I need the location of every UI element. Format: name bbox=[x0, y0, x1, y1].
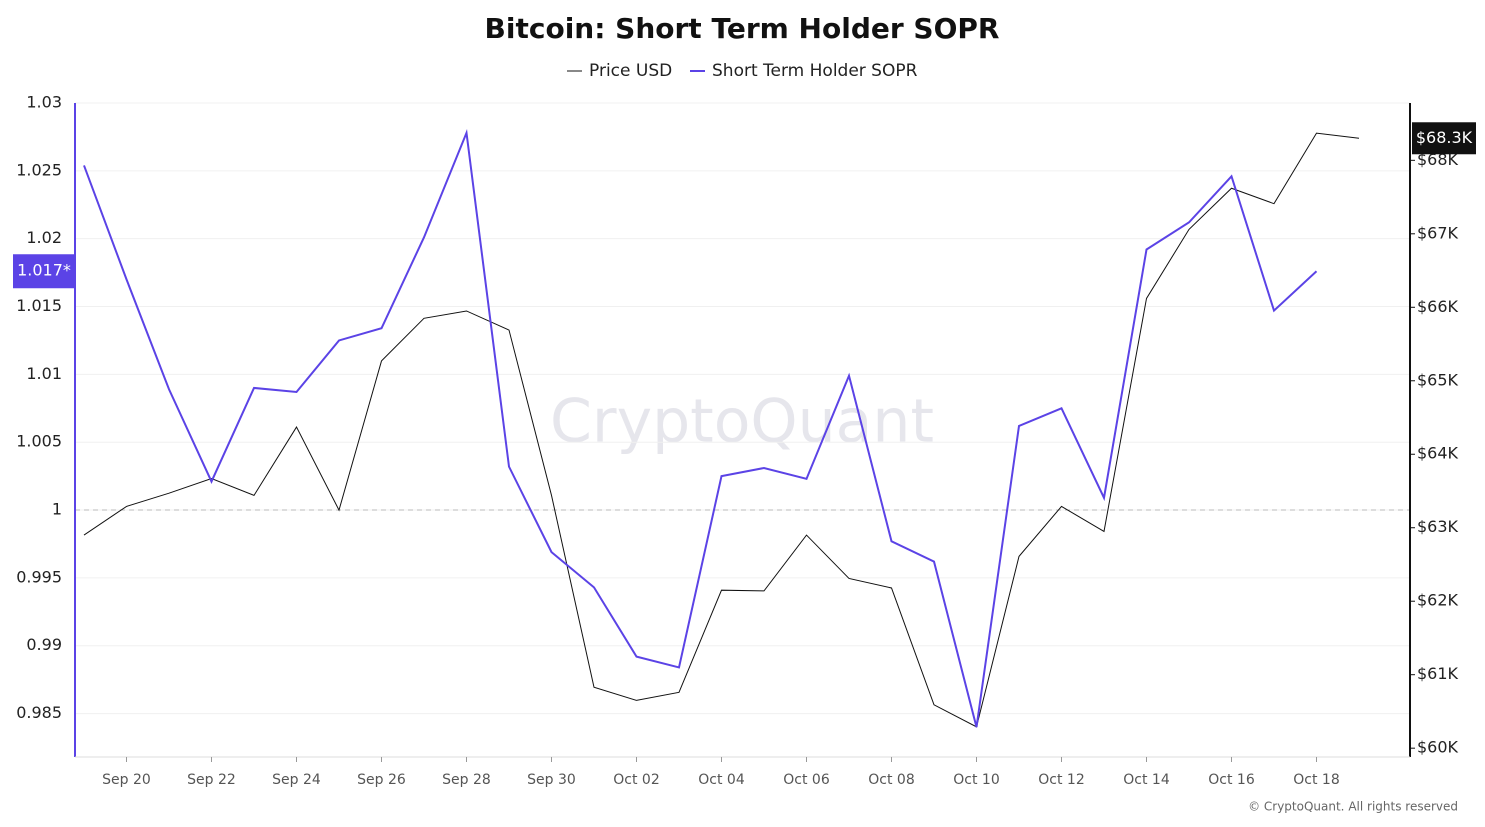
x-tick-label: Sep 20 bbox=[102, 772, 151, 788]
x-tick-label: Sep 24 bbox=[272, 772, 321, 788]
y-tick-label: 0.995 bbox=[16, 567, 62, 586]
x-tick-label: Oct 16 bbox=[1208, 772, 1255, 788]
x-tick-label: Sep 30 bbox=[527, 772, 576, 788]
y-tick-label: 1.015 bbox=[16, 296, 62, 315]
series-line bbox=[83, 132, 1360, 728]
series-line bbox=[83, 128, 1318, 728]
y2-tick-label: $67K bbox=[1417, 223, 1459, 242]
x-tick-label: Oct 12 bbox=[1038, 772, 1084, 788]
y2-tick-label: $68K bbox=[1417, 150, 1459, 169]
y2-tick-label: $63K bbox=[1417, 517, 1459, 536]
x-tick-label: Oct 08 bbox=[868, 772, 914, 788]
watermark: CryptoQuant bbox=[550, 387, 934, 457]
y-tick-label: 1.005 bbox=[16, 432, 62, 451]
badge bbox=[13, 254, 75, 289]
y-tick-label: 1.03 bbox=[26, 93, 62, 112]
y-tick-label: 0.985 bbox=[16, 703, 62, 722]
x-tick-label: Sep 28 bbox=[442, 772, 491, 788]
y-tick-label: 1.02 bbox=[26, 228, 62, 247]
x-tick-label: Oct 02 bbox=[613, 772, 659, 788]
x-tick-label: Oct 10 bbox=[953, 772, 999, 788]
x-tick-label: Oct 04 bbox=[698, 772, 745, 788]
y2-tick-label: $60K bbox=[1417, 738, 1459, 757]
x-tick-label: Oct 06 bbox=[783, 772, 830, 788]
x-tick-label: Sep 26 bbox=[357, 772, 406, 788]
x-tick-label: Oct 18 bbox=[1293, 772, 1339, 788]
y-tick-label: 0.99 bbox=[26, 635, 62, 654]
y2-tick-label: $61K bbox=[1417, 664, 1459, 683]
y2-tick-label: $65K bbox=[1417, 370, 1459, 389]
legend-label: Price USD bbox=[589, 61, 672, 81]
x-tick-label: Sep 22 bbox=[187, 772, 236, 788]
y2-tick-label: $66K bbox=[1417, 297, 1459, 316]
chart-title: Bitcoin: Short Term Holder SOPR bbox=[485, 12, 1000, 45]
y2-tick-label: $62K bbox=[1417, 591, 1459, 610]
y2-tick-label: $64K bbox=[1417, 444, 1459, 463]
badge bbox=[1412, 122, 1476, 155]
x-tick-label: Oct 14 bbox=[1123, 772, 1170, 788]
y-tick-label: 1 bbox=[52, 500, 62, 519]
y-tick-label: 1.01 bbox=[26, 364, 62, 383]
badge-label: 1.017* bbox=[17, 261, 71, 280]
y-tick-label: 1.025 bbox=[16, 160, 62, 179]
footer: © CryptoQuant. All rights reserved bbox=[1248, 800, 1458, 814]
legend-label: Short Term Holder SOPR bbox=[712, 61, 918, 81]
badge-label: $68.3K bbox=[1416, 128, 1473, 147]
